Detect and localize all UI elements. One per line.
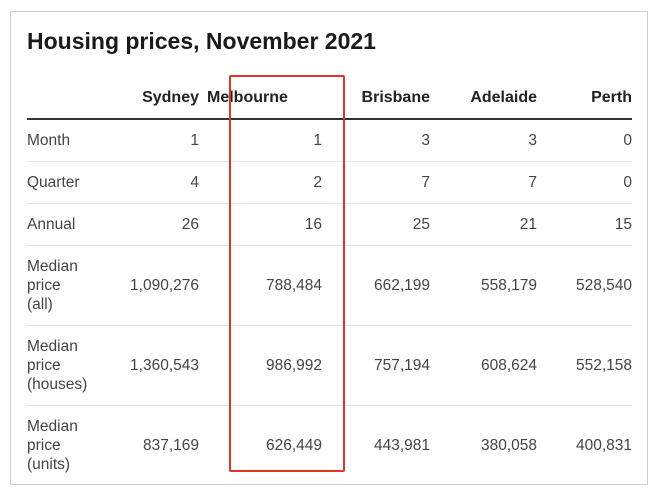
table-cell: 788,484 [199, 245, 322, 326]
row-label: Median price (houses) [27, 325, 107, 406]
table-cell: 626,449 [265, 436, 322, 454]
table-cell: 528,540 [537, 245, 632, 326]
column-header-blank [27, 78, 107, 120]
table-row: Median price (all) 1,090,276 788,484 662,1… [27, 245, 632, 326]
header-row: Sydney Melbourne Brisbane Adelaide Perth [27, 78, 632, 120]
table-cell: 16 [199, 203, 322, 246]
table-cell: 0 [537, 161, 632, 204]
table-cell: 7 [430, 161, 537, 204]
row-label: Annual [27, 203, 107, 246]
row-label-line: (houses) [27, 376, 88, 393]
table-cell: 1 [199, 119, 322, 162]
table-cell: 380,058 [480, 436, 537, 454]
table-row: Median price (units) 837,169 626,449 443,9… [27, 406, 632, 486]
housing-prices-table: Sydney Melbourne Brisbane Adelaide Perth… [27, 78, 632, 485]
table-cell: 3 [322, 119, 430, 162]
table-cell: 2 [199, 161, 322, 204]
table-cell: 3 [430, 119, 537, 162]
row-label-line: (all) [27, 296, 53, 313]
table-cell: 443,981 [373, 436, 430, 454]
row-label-line: Median [27, 418, 78, 435]
column-header-melbourne: Melbourne [199, 78, 322, 120]
row-label: Quarter [27, 161, 107, 204]
row-label: Month [27, 119, 107, 162]
row-label: Median price (all) [27, 245, 107, 326]
table-cell: 15 [537, 203, 632, 246]
table-cell: 837,169 [142, 436, 199, 454]
row-label-line: price [27, 437, 61, 454]
page-title: Housing prices, November 2021 [27, 28, 376, 54]
row-label-line: price [27, 277, 61, 294]
table-cell: 552,158 [537, 325, 632, 406]
table-cell: 1,090,276 [107, 245, 199, 326]
table-cell: 21 [430, 203, 537, 246]
table-cell: 986,992 [199, 325, 322, 406]
table-cell: 608,624 [430, 325, 537, 406]
table-row: Quarter 4 2 7 7 0 [27, 161, 632, 204]
table-cell: 662,199 [322, 245, 430, 326]
column-header-brisbane: Brisbane [322, 78, 430, 120]
table-row: Median price (houses) 1,360,543 986,992 75… [27, 325, 632, 406]
table-cell: 4 [107, 161, 199, 204]
table-cell: 558,179 [430, 245, 537, 326]
row-label-line: Median [27, 338, 78, 355]
column-header-perth: Perth [537, 78, 632, 120]
column-header-adelaide: Adelaide [430, 78, 537, 120]
table-row: Annual 26 16 25 21 15 [27, 203, 632, 246]
row-label: Median price (units) [27, 406, 107, 486]
table-cell: 7 [322, 161, 430, 204]
table-cell: 757,194 [322, 325, 430, 406]
row-label-line: price [27, 357, 61, 374]
table-cell: 1,360,543 [107, 325, 199, 406]
table-cell: 1 [107, 119, 199, 162]
column-header-sydney: Sydney [107, 78, 199, 120]
table-cell: 25 [322, 203, 430, 246]
table-cell: 400,831 [575, 436, 632, 454]
table-cell: 0 [537, 119, 632, 162]
table-cell: 26 [107, 203, 199, 246]
row-label-line: Median [27, 258, 78, 275]
row-label-line: (units) [27, 456, 71, 473]
table-row: Month 1 1 3 3 0 [27, 119, 632, 162]
